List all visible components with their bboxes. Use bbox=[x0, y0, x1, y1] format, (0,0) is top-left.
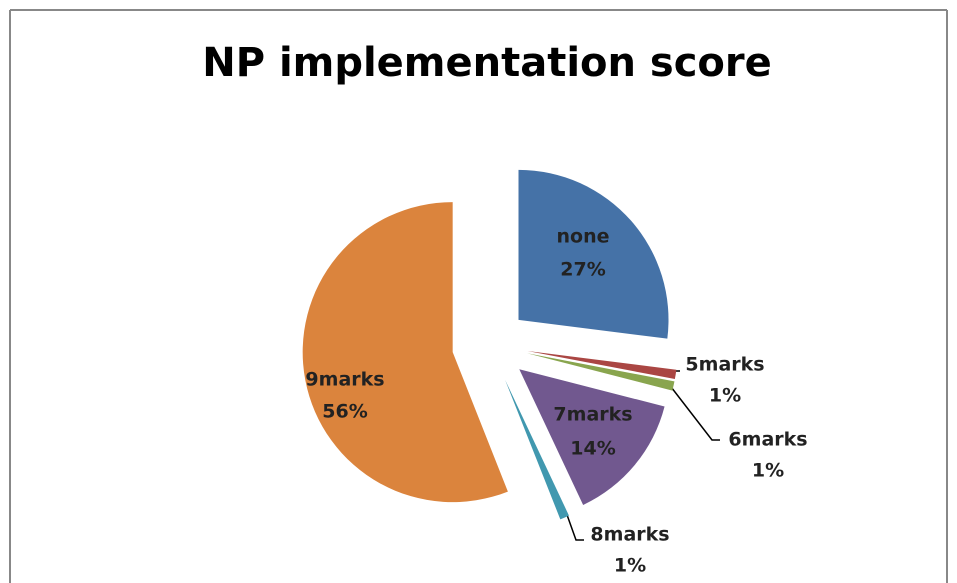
pie-slice bbox=[527, 353, 675, 391]
pie-slice bbox=[527, 350, 677, 380]
pie-slice bbox=[519, 369, 665, 505]
slice-value-label: 1% bbox=[709, 385, 741, 407]
slice-label: 6marks bbox=[728, 429, 807, 451]
slice-value-label: 1% bbox=[752, 460, 784, 482]
slice-label: 7marks bbox=[553, 404, 632, 426]
slice-value-label: 14% bbox=[570, 438, 615, 460]
slice-label: 9marks bbox=[305, 369, 384, 391]
leader-line bbox=[565, 511, 584, 541]
pie-slice bbox=[505, 379, 569, 520]
chart-title: NP implementation score bbox=[202, 40, 772, 86]
slice-label: none bbox=[557, 226, 610, 248]
slice-value-label: 1% bbox=[614, 555, 646, 577]
slice-value-label: 56% bbox=[322, 401, 367, 423]
slice-value-label: 27% bbox=[560, 259, 605, 281]
pie-slice bbox=[518, 169, 669, 339]
slice-label: 8marks bbox=[590, 524, 669, 546]
slice-label: 5marks bbox=[685, 354, 764, 376]
leader-line bbox=[667, 382, 720, 441]
pie-slice bbox=[302, 202, 508, 503]
